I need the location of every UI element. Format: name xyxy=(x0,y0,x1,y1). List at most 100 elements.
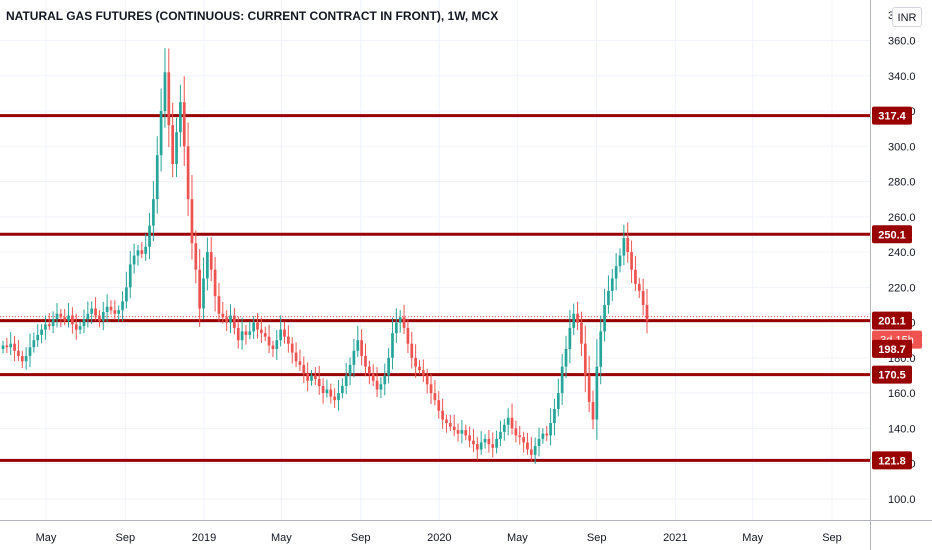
candle-body xyxy=(202,278,205,309)
candle-body xyxy=(213,269,217,297)
candle-body xyxy=(391,333,394,358)
candle-body xyxy=(321,386,325,394)
candle-body xyxy=(98,315,101,321)
candle-body xyxy=(78,326,82,330)
candle-body xyxy=(186,146,190,200)
candle-body xyxy=(144,246,148,254)
candle-body xyxy=(491,444,495,448)
level-price-label: 121.8 xyxy=(878,455,906,467)
candle-body xyxy=(626,237,630,253)
price-tick-label: 160.0 xyxy=(888,388,916,400)
candle-body xyxy=(279,329,283,341)
candle-body xyxy=(159,111,163,156)
candle-body xyxy=(148,225,151,247)
time-tick-label: May xyxy=(36,532,57,544)
level-price-label: 317.4 xyxy=(878,111,906,123)
candle-body xyxy=(418,366,421,371)
candle-body xyxy=(414,357,417,367)
candle-body xyxy=(341,386,344,394)
candle-body xyxy=(5,345,9,348)
candle-body xyxy=(495,438,498,448)
candle-body xyxy=(367,366,371,374)
price-tick-label: 140.0 xyxy=(888,423,916,435)
currency-button[interactable]: INR xyxy=(892,7,922,27)
candle-body xyxy=(194,243,198,270)
candle-body xyxy=(591,401,595,420)
candle-body xyxy=(456,430,460,434)
candle-body xyxy=(533,445,537,455)
grid xyxy=(0,0,870,520)
candle-body xyxy=(317,378,321,387)
candle-body xyxy=(634,269,637,284)
candle-body xyxy=(182,102,186,147)
candle-body xyxy=(260,329,263,334)
price-tick-label: 260.0 xyxy=(888,212,916,224)
candle-body xyxy=(337,393,340,401)
candle-body xyxy=(17,350,20,357)
time-tick-label: 2020 xyxy=(427,532,451,544)
candle-body xyxy=(614,266,618,279)
candle-body xyxy=(71,315,74,325)
candle-body xyxy=(460,430,464,434)
candle-body xyxy=(125,287,128,302)
candle-body xyxy=(537,438,541,446)
candle-body xyxy=(618,255,622,267)
time-tick-label: Sep xyxy=(351,532,371,544)
candle-body xyxy=(236,327,240,341)
candle-body xyxy=(522,437,525,443)
candle-body xyxy=(383,375,387,385)
candle-body xyxy=(94,308,97,316)
candle-body xyxy=(472,440,475,445)
candle-body xyxy=(136,250,140,256)
candle-body xyxy=(553,408,556,424)
extra-price-label: 198.7 xyxy=(878,344,906,356)
candle-body xyxy=(51,319,55,327)
candle-body xyxy=(645,304,649,321)
candle-body xyxy=(233,315,236,328)
candle-body xyxy=(475,444,479,450)
candle-body xyxy=(167,72,171,126)
candle-body xyxy=(132,255,136,265)
candle-body xyxy=(448,423,452,427)
candle-body xyxy=(244,331,248,335)
time-tick-label: Sep xyxy=(587,532,607,544)
candle-body xyxy=(275,340,279,350)
candle-body xyxy=(86,313,90,320)
candle-body xyxy=(28,347,32,357)
candle-body xyxy=(298,361,302,365)
level-price-tag xyxy=(872,365,912,384)
candle-body xyxy=(190,199,194,244)
candle-body xyxy=(59,313,63,318)
time-tick-label: May xyxy=(742,532,763,544)
price-tick-label: 220.0 xyxy=(888,282,916,294)
candle-body xyxy=(630,252,633,270)
candle-body xyxy=(576,313,579,323)
candle-body xyxy=(217,296,221,314)
candle-body xyxy=(252,322,256,332)
candle-body xyxy=(90,308,94,314)
level-price-tag xyxy=(872,106,912,125)
candle-body xyxy=(564,349,568,367)
candle-body xyxy=(506,417,510,425)
candle-body xyxy=(113,310,117,314)
candle-body xyxy=(209,252,213,270)
candle-body xyxy=(287,336,290,344)
candle-body xyxy=(356,340,360,351)
candle-body xyxy=(163,72,167,112)
candle-body xyxy=(117,310,121,314)
candle-body xyxy=(140,250,144,254)
candle-body xyxy=(128,264,132,288)
candle-body xyxy=(379,384,383,390)
candle-body xyxy=(371,373,375,381)
candle-body xyxy=(541,433,545,439)
candle-body xyxy=(24,356,28,362)
candle-body xyxy=(425,375,429,385)
candle-body xyxy=(348,364,352,376)
candle-body xyxy=(529,449,533,455)
candle-body xyxy=(394,322,398,334)
candle-body xyxy=(518,435,522,438)
candle-body xyxy=(175,132,178,164)
price-tick-label: 100.0 xyxy=(888,494,916,506)
candle-body xyxy=(568,327,572,350)
candle-body xyxy=(607,290,610,305)
